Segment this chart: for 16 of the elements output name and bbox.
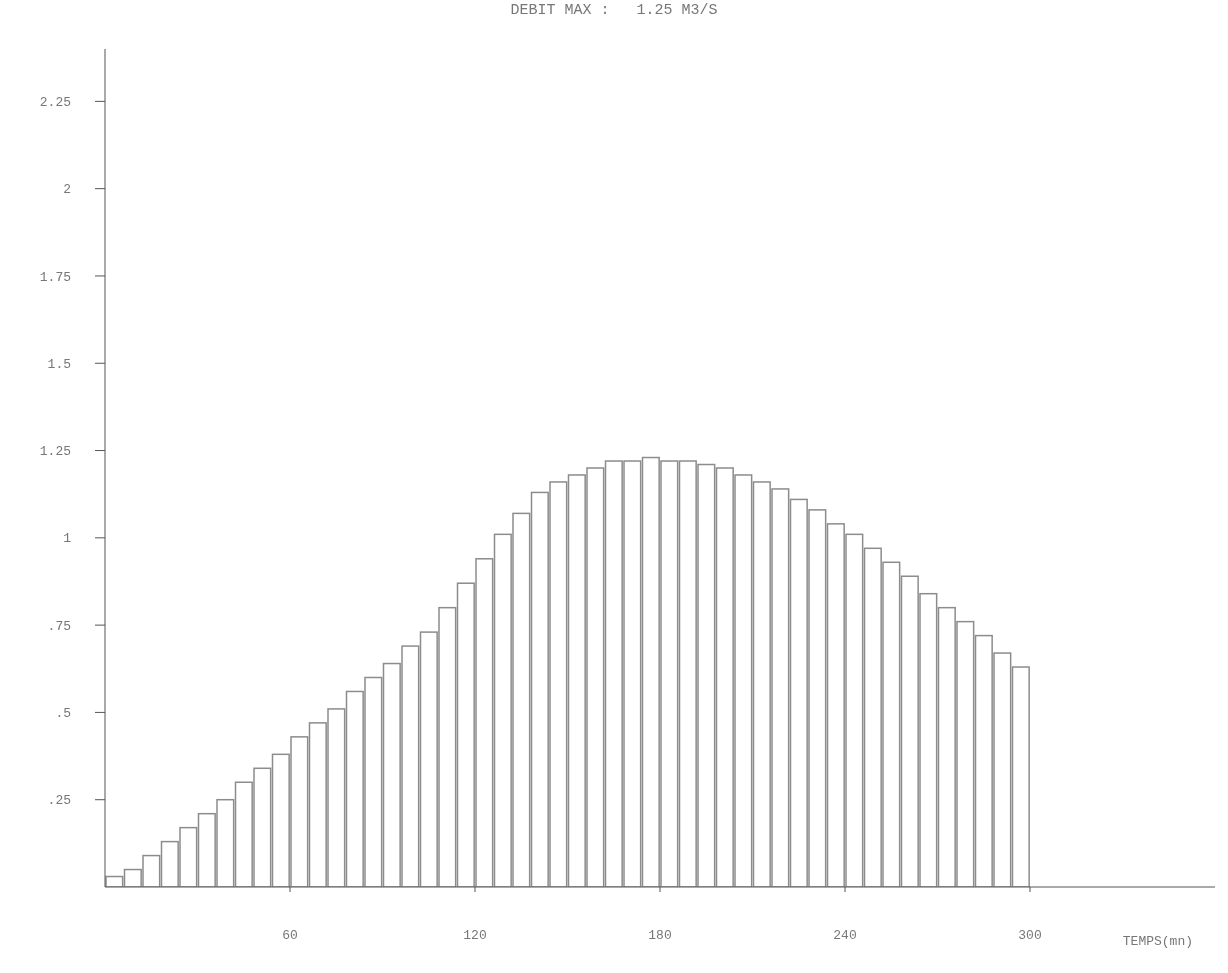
x-axis-title: TEMPS(mn) — [1122, 934, 1193, 949]
y-tick-label: 1.75 — [39, 269, 71, 285]
x-tick-label: 60 — [282, 928, 298, 944]
x-tick-label: 120 — [463, 928, 487, 944]
x-tick-label: 240 — [833, 928, 857, 944]
y-tick-label: .25 — [47, 793, 71, 809]
y-tick-label: 1 — [63, 531, 72, 547]
y-tick-label: .5 — [55, 706, 71, 722]
y-tick-label: 1.25 — [39, 444, 71, 460]
chart-title: DEBIT MAX : 1.25 M3/S — [509, 2, 719, 19]
y-tick-label: 2 — [63, 182, 71, 198]
x-tick-label: 180 — [648, 928, 672, 944]
y-tick-label: 2.25 — [39, 94, 71, 110]
y-tick-label: 1.5 — [47, 356, 71, 372]
y-tick-label: .75 — [47, 618, 71, 634]
x-tick-label: 300 — [1018, 928, 1042, 944]
